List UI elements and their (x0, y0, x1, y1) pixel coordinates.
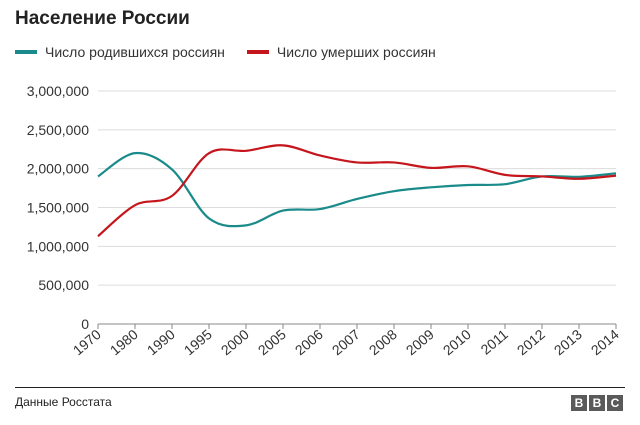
x-tick-label: 1995 (181, 326, 215, 358)
logo-letter: C (607, 395, 623, 411)
data-point-deaths (615, 174, 617, 176)
data-point-births (245, 224, 247, 226)
data-point-deaths (578, 178, 580, 180)
data-point-deaths (467, 165, 469, 167)
data-point-births (356, 198, 358, 200)
y-tick-label: 1,000,000 (27, 238, 89, 254)
data-point-deaths (208, 152, 210, 154)
data-point-births (430, 186, 432, 188)
y-tick-label: 500,000 (38, 277, 89, 293)
x-tick-label: 2014 (588, 326, 622, 358)
y-tick-label: 1,500,000 (27, 200, 89, 216)
legend-swatch-deaths (246, 50, 269, 54)
legend: Число родившихся россиян Число умерших р… (15, 44, 458, 60)
data-point-births (504, 183, 506, 185)
y-tick-label: 2,000,000 (27, 161, 89, 177)
x-tick-label: 1980 (107, 326, 141, 358)
footer-divider (15, 387, 625, 388)
y-tick-label: 3,000,000 (27, 83, 89, 99)
logo-letter: B (571, 395, 587, 411)
data-point-deaths (97, 235, 99, 237)
data-point-deaths (319, 154, 321, 156)
data-point-births (319, 208, 321, 210)
data-point-births (615, 172, 617, 174)
data-point-deaths (541, 175, 543, 177)
data-point-births (171, 168, 173, 170)
series-line-births (97, 151, 617, 228)
bbc-logo: B B C (569, 395, 623, 411)
legend-label-births: Число родившихся россиян (45, 44, 225, 60)
data-point-deaths (430, 167, 432, 169)
data-point-deaths (282, 144, 284, 146)
x-tick-label: 1990 (144, 326, 178, 358)
chart-title: Население России (15, 8, 190, 29)
y-tick-label: 0 (81, 316, 89, 332)
data-point-births (208, 217, 210, 219)
x-tick-label: 2009 (403, 326, 437, 358)
source-note: Данные Росстата (15, 395, 112, 409)
data-point-births (393, 190, 395, 192)
legend-item-deaths: Число умерших россиян (246, 44, 436, 60)
logo-letter: B (589, 395, 605, 411)
x-tick-label: 2006 (292, 326, 326, 358)
line-chart: 0 500,000 1,000,000 1,500,000 2,000,000 2,500… (27, 83, 622, 358)
data-point-births (282, 209, 284, 211)
data-point-deaths (245, 150, 247, 152)
x-tick-label: 2011 (478, 326, 512, 358)
legend-label-deaths: Число умерших россиян (276, 44, 436, 60)
x-tick-label: 2005 (255, 326, 289, 358)
x-tick-label: 2013 (551, 326, 585, 358)
data-point-births (97, 175, 99, 177)
legend-item-births: Число родившихся россиян (15, 44, 225, 60)
x-tick-label: 2012 (514, 326, 548, 358)
data-point-births (134, 152, 136, 154)
data-point-deaths (504, 174, 506, 176)
x-tick-label: 2007 (329, 326, 363, 358)
x-tick-label: 1970 (70, 326, 104, 358)
data-point-births (467, 184, 469, 186)
x-tick-label: 2000 (218, 326, 252, 358)
x-tick-label: 2008 (366, 326, 400, 358)
legend-swatch-births (15, 50, 37, 54)
y-tick-label: 2,500,000 (27, 122, 89, 138)
series-line-deaths (97, 144, 617, 238)
x-tick-label: 2010 (440, 326, 474, 358)
data-point-deaths (393, 161, 395, 163)
data-point-deaths (171, 195, 173, 197)
data-point-deaths (134, 204, 136, 206)
data-point-deaths (356, 161, 358, 163)
